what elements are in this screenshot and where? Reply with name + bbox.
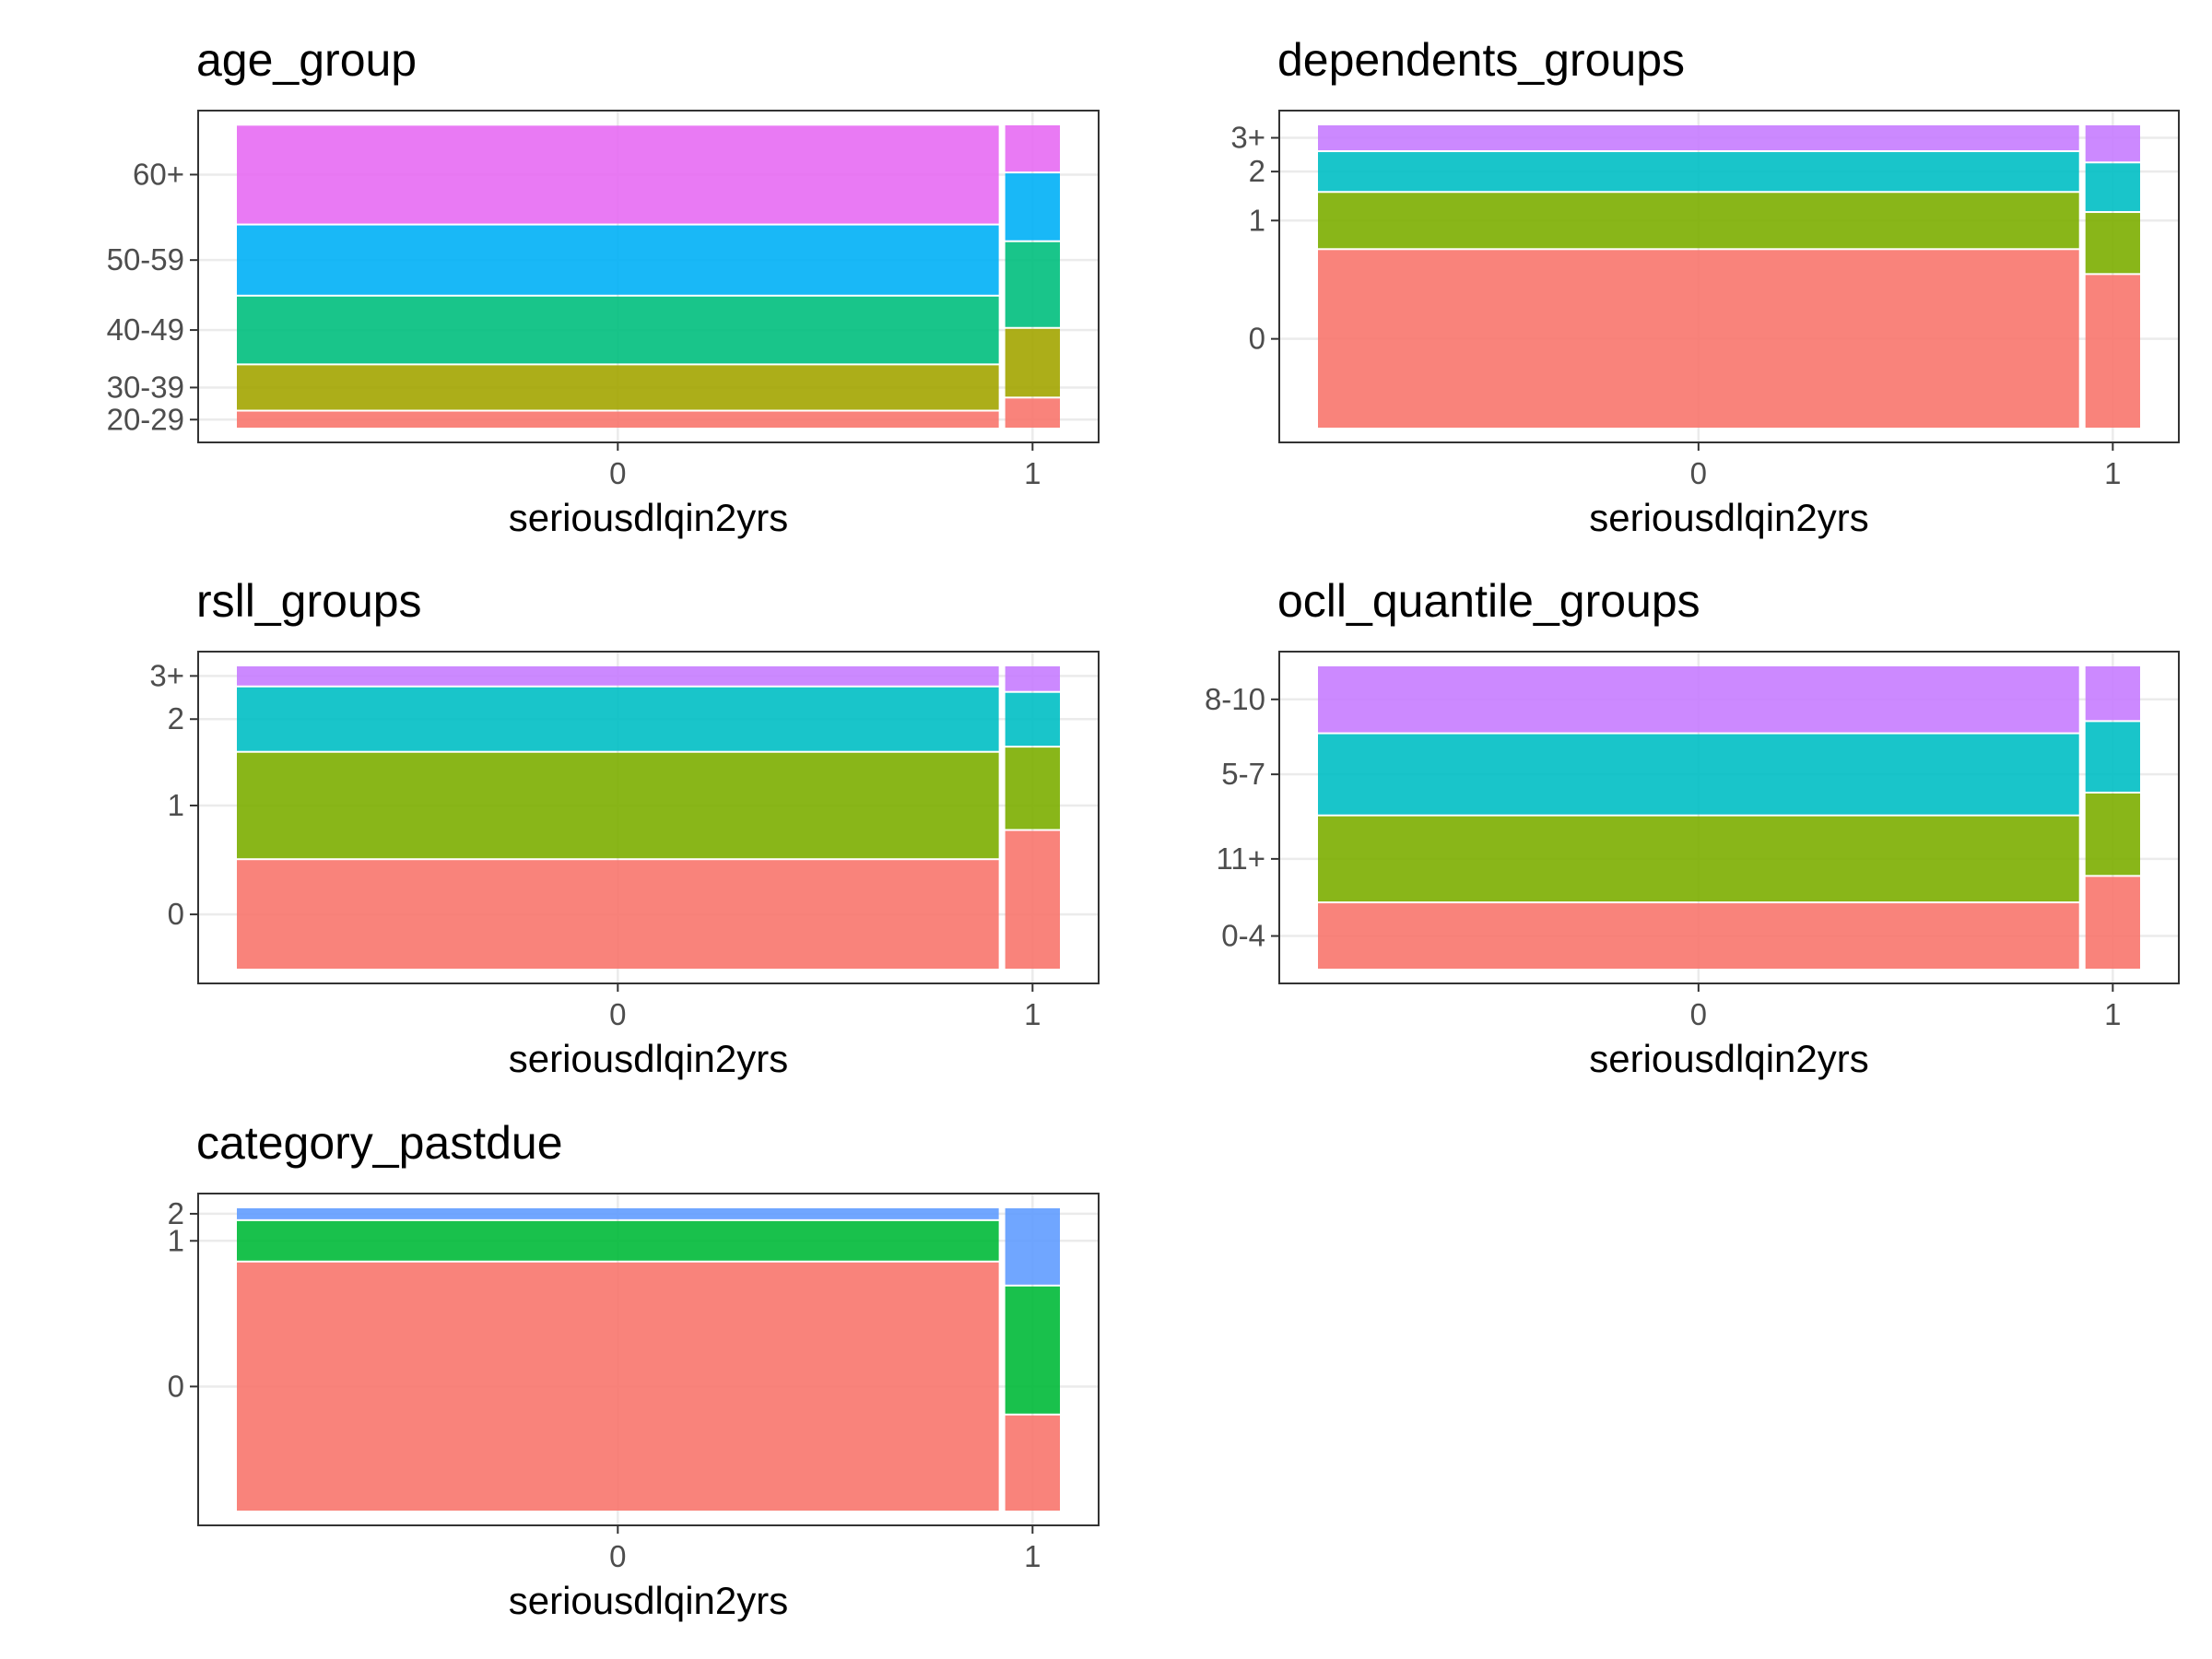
panel-rsll_groups: rsll_groups 0 1 2 3+ 0 1 seriousdlqin2yrs xyxy=(149,575,1100,1080)
tile-0-0 xyxy=(237,1262,999,1511)
tile-1-40-49 xyxy=(1005,241,1060,327)
tile-1-1 xyxy=(1005,747,1060,830)
x-axis-title: seriousdlqin2yrs xyxy=(1589,496,1868,539)
x-tick-label: 0 xyxy=(1690,456,1707,490)
panel-title: dependents_groups xyxy=(1277,34,1685,86)
tile-1-8-10 xyxy=(2085,666,2140,721)
tile-1-60+ xyxy=(1005,125,1060,172)
y-tick-label: 60+ xyxy=(133,157,184,191)
tile-0-60+ xyxy=(237,125,999,224)
tile-1-2 xyxy=(2085,163,2140,212)
tile-0-3+ xyxy=(237,666,999,686)
tile-0-8-10 xyxy=(1318,666,2079,733)
tile-0-30-39 xyxy=(237,365,999,410)
x-tick-label: 1 xyxy=(2104,456,2121,490)
panel-title: age_group xyxy=(196,34,417,86)
tile-1-30-39 xyxy=(1005,328,1060,397)
y-tick-label: 50-59 xyxy=(107,242,184,276)
x-tick-label: 1 xyxy=(1024,997,1041,1031)
y-tick-label: 40-49 xyxy=(107,312,184,347)
y-tick-label: 1 xyxy=(1249,203,1265,237)
tile-0-5-7 xyxy=(1318,734,2079,815)
x-tick-label: 1 xyxy=(1024,1539,1041,1573)
x-tick-label: 0 xyxy=(609,997,626,1031)
tile-0-1 xyxy=(237,1220,999,1261)
x-axis-title: seriousdlqin2yrs xyxy=(509,496,788,539)
tile-1-20-29 xyxy=(1005,398,1060,428)
tile-0-2 xyxy=(237,687,999,751)
y-tick-label: 5-7 xyxy=(1221,757,1265,791)
tile-1-2 xyxy=(1005,1208,1060,1285)
y-tick-label: 0 xyxy=(168,1369,184,1403)
tile-0-0-4 xyxy=(1318,903,2079,969)
y-tick-label: 3+ xyxy=(1230,121,1265,155)
tile-1-0 xyxy=(1005,1415,1060,1511)
panel-border xyxy=(197,1193,1100,1526)
y-tick-label: 0 xyxy=(1249,322,1265,356)
tile-0-1 xyxy=(1318,193,2079,249)
x-tick-label: 0 xyxy=(609,1539,626,1573)
panel-title: ocll_quantile_groups xyxy=(1277,575,1700,627)
tile-0-20-29 xyxy=(237,411,999,428)
y-tick-label: 0 xyxy=(168,897,184,931)
y-tick-label: 20-29 xyxy=(107,402,184,436)
tile-1-3+ xyxy=(2085,125,2140,162)
tile-1-5-7 xyxy=(2085,722,2140,792)
panel-ocll_quantile_groups: ocll_quantile_groups 0-4 11+ 5-7 8-10 0 1 serio… xyxy=(1205,575,2180,1080)
x-axis-title: seriousdlqin2yrs xyxy=(509,1037,788,1080)
tile-0-11+ xyxy=(1318,816,2079,902)
tile-0-1 xyxy=(237,752,999,859)
x-tick-label: 0 xyxy=(609,456,626,490)
panel-border xyxy=(1278,110,2180,443)
y-tick-label: 2 xyxy=(168,701,184,735)
y-tick-label: 0-4 xyxy=(1221,919,1265,953)
x-tick-label: 0 xyxy=(1690,997,1707,1031)
tile-0-0 xyxy=(237,860,999,969)
tile-0-2 xyxy=(237,1208,999,1219)
y-tick-label: 1 xyxy=(168,788,184,822)
y-tick-label: 30-39 xyxy=(107,370,184,404)
y-tick-label: 3+ xyxy=(149,658,184,692)
tile-1-2 xyxy=(1005,692,1060,747)
y-tick-label: 2 xyxy=(168,1196,184,1230)
panel-title: category_pastdue xyxy=(196,1117,563,1169)
panel-dependents_groups: dependents_groups 0 1 23+ 0 1 seriousdlqin2yrs xyxy=(1230,34,2180,539)
y-tick-label: 8-10 xyxy=(1205,682,1265,716)
y-tick-label: 1 xyxy=(168,1223,184,1257)
tile-0-2 xyxy=(1318,152,2079,192)
tile-1-0 xyxy=(1005,830,1060,969)
panel-border xyxy=(197,110,1100,443)
panel-border xyxy=(1278,651,2180,984)
tile-1-50-59 xyxy=(1005,173,1060,241)
tile-0-50-59 xyxy=(237,225,999,295)
panel-title: rsll_groups xyxy=(196,575,422,627)
tile-1-0-4 xyxy=(2085,877,2140,969)
tile-1-3+ xyxy=(1005,666,1060,691)
tile-1-11+ xyxy=(2085,793,2140,876)
tile-0-40-49 xyxy=(237,296,999,364)
tile-0-3+ xyxy=(1318,125,2079,151)
y-tick-label: 11+ xyxy=(1216,841,1265,876)
y-tick-label: 2 xyxy=(1249,154,1265,188)
x-axis-title: seriousdlqin2yrs xyxy=(1589,1037,1868,1080)
tile-1-1 xyxy=(2085,213,2140,274)
panel-border xyxy=(197,651,1100,984)
tile-1-1 xyxy=(1005,1286,1060,1414)
x-tick-label: 1 xyxy=(2104,997,2121,1031)
tile-0-0 xyxy=(1318,250,2079,428)
tile-1-0 xyxy=(2085,275,2140,428)
x-tick-label: 1 xyxy=(1024,456,1041,490)
x-axis-title: seriousdlqin2yrs xyxy=(509,1579,788,1622)
